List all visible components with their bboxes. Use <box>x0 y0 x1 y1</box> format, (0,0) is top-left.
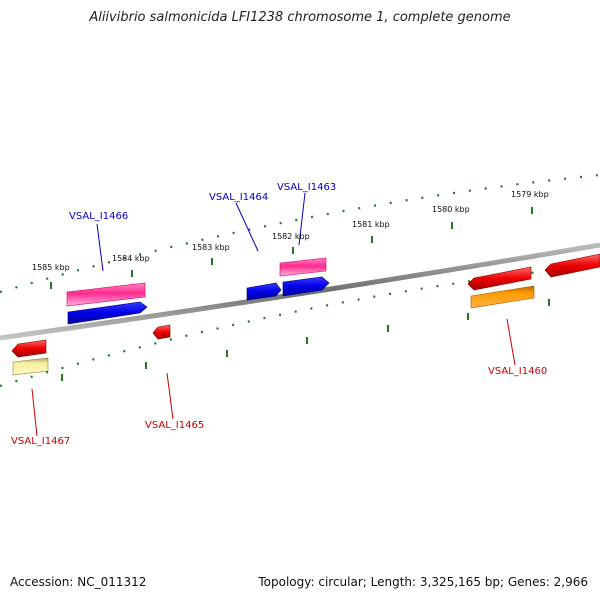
major-tick <box>50 282 52 289</box>
leader-line-vsal-i1467 <box>31 388 38 437</box>
forward-strand-genes <box>66 257 330 325</box>
gene-vsal-i1467-cds[interactable] <box>11 339 47 358</box>
gene-labels: VSAL_I1466 VSAL_I1464 VSAL_I1463 VSAL_I1… <box>11 182 547 447</box>
scale-label-1585: 1585 kbp <box>32 263 70 272</box>
accession-text: Accession: NC_011312 <box>10 575 147 589</box>
leader-line-vsal-i1464 <box>235 202 259 252</box>
scale-label-1580: 1580 kbp <box>432 205 470 214</box>
major-tick <box>61 374 63 381</box>
gene-vsal-i1460-feature[interactable] <box>470 285 535 309</box>
major-tick <box>548 299 550 306</box>
gene-vsal-i1464-cds[interactable] <box>246 282 282 301</box>
scale-label-1584: 1584 kbp <box>112 254 150 263</box>
major-tick <box>531 207 533 214</box>
gene-partial-right-cds[interactable] <box>544 253 600 278</box>
reverse-strand-genes <box>11 253 600 376</box>
leader-line-vsal-i1465 <box>166 372 174 420</box>
gene-label-vsal-i1467[interactable]: VSAL_I1467 <box>11 436 70 447</box>
leader-line-vsal-i1463 <box>298 192 306 246</box>
genome-summary-text: Topology: circular; Length: 3,325,165 bp… <box>258 575 588 589</box>
gene-label-vsal-i1460[interactable]: VSAL_I1460 <box>488 366 547 377</box>
leader-line-vsal-i1466 <box>96 223 104 272</box>
scale-label-1582: 1582 kbp <box>272 232 310 241</box>
gene-vsal-i1466-feature[interactable] <box>66 282 146 307</box>
major-tick <box>211 258 213 265</box>
gene-vsal-i1466-cds[interactable] <box>67 301 148 325</box>
major-tick <box>467 313 469 320</box>
map-title: Aliivibrio salmonicida LFI1238 chromosom… <box>89 10 511 25</box>
gene-vsal-i1467-feature[interactable] <box>12 357 49 376</box>
major-tick <box>145 362 147 369</box>
major-tick <box>131 270 133 277</box>
scale-label-1579: 1579 kbp <box>511 190 549 199</box>
leader-lines <box>31 192 516 437</box>
gene-label-vsal-i1464[interactable]: VSAL_I1464 <box>209 192 268 203</box>
scale-labels: 1585 kbp 1584 kbp 1583 kbp 1582 kbp 1581… <box>32 190 549 272</box>
scale-label-1581: 1581 kbp <box>352 220 390 229</box>
major-tick <box>371 236 373 243</box>
major-tick <box>292 247 294 254</box>
gene-vsal-i1465-cds[interactable] <box>152 324 171 340</box>
scale-label-1583: 1583 kbp <box>192 243 230 252</box>
leader-line-vsal-i1460 <box>506 318 516 366</box>
gene-label-vsal-i1465[interactable]: VSAL_I1465 <box>145 420 204 431</box>
gene-label-vsal-i1463[interactable]: VSAL_I1463 <box>277 182 336 193</box>
outer-tick-ring <box>0 173 600 294</box>
gene-label-vsal-i1466[interactable]: VSAL_I1466 <box>69 211 128 222</box>
gene-vsal-i1463-feature[interactable] <box>279 257 327 277</box>
gene-vsal-i1460-cds[interactable] <box>467 266 532 291</box>
major-tick <box>387 325 389 332</box>
major-tick <box>306 337 308 344</box>
chromosome-backbone <box>0 242 600 341</box>
gene-vsal-i1463-cds[interactable] <box>282 276 330 297</box>
major-tick <box>451 222 453 229</box>
major-tick <box>226 350 228 357</box>
